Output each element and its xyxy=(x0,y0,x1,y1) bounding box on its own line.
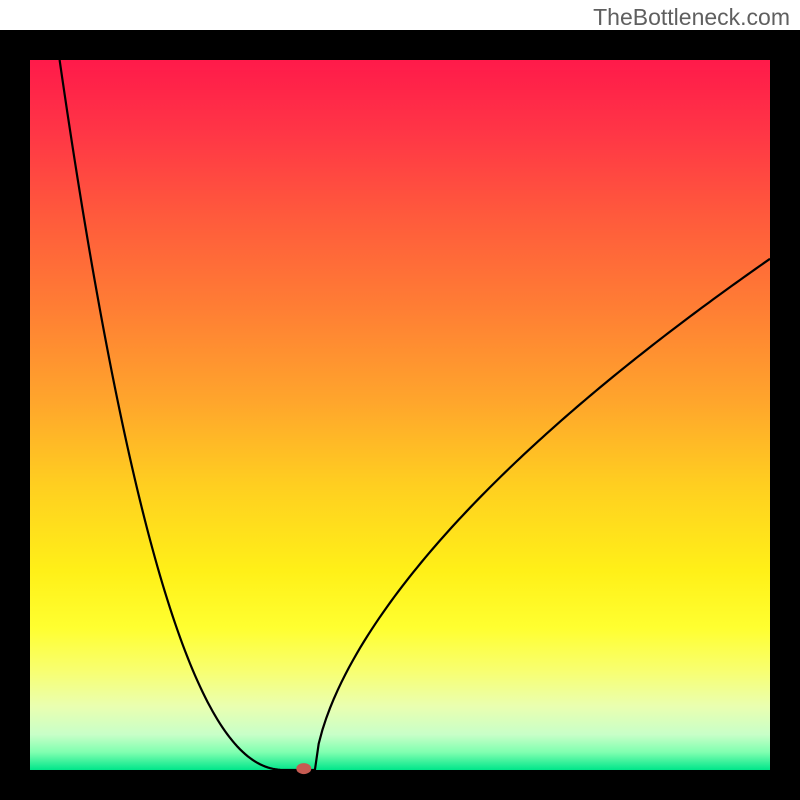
bottleneck-curve xyxy=(60,60,770,770)
vertex-marker xyxy=(297,764,311,774)
chart-container: TheBottleneck.com xyxy=(0,0,800,800)
bottleneck-curve-layer xyxy=(0,0,800,800)
